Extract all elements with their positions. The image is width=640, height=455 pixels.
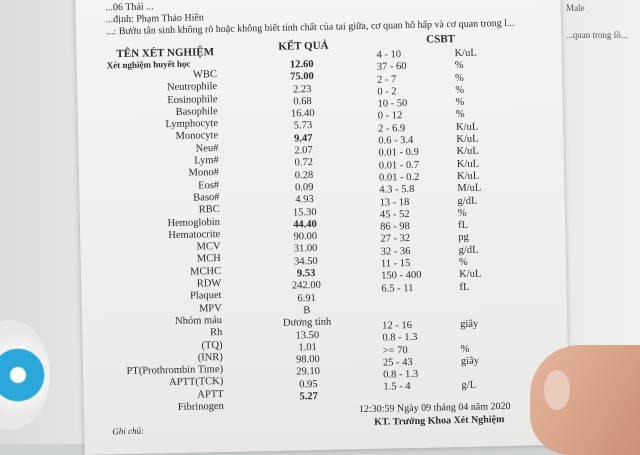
header-line0: ...06 Thái ... (105, 1, 154, 14)
ranges-coagulation: 12 - 16 giây 0.8 - 1.3 >= 70% 25 - 43 giây 0.8… (382, 319, 480, 395)
range-row: 12 - 16 giây (382, 319, 478, 333)
range-unit: fL (459, 281, 470, 293)
lab-report: ...06 Thái ... ...định: Phạm Thảo Hiền .… (75, 0, 570, 455)
doctor-line: ...định: Phạm Thảo Hiền (105, 12, 204, 26)
col-header-range: CSBT (426, 33, 456, 46)
range-unit: K/uL (455, 121, 479, 133)
range-unit: K/uL (456, 145, 479, 158)
range-unit: K/uL (459, 268, 482, 281)
range-unit: % (457, 207, 467, 219)
range-unit: fL (458, 219, 469, 232)
range-unit: % (455, 97, 465, 109)
range-unit: % (460, 343, 470, 355)
note-label: Ghi chú: (112, 425, 145, 437)
range-value: 1.5 - 4 (383, 381, 411, 394)
range-unit: % (454, 60, 464, 72)
range-unit: g/L (461, 380, 477, 392)
side-text-right: ...quan trong lồ... (566, 30, 628, 40)
range-unit (455, 368, 461, 380)
test-names: WBC Neutrophile Eosinophile Basophile Lympho… (57, 69, 224, 417)
range-unit: g/dL (457, 195, 478, 207)
section-title: Xét nghiệm huyết học (106, 58, 191, 71)
signer-title: KT. Trưởng Khoa Xét Nghiệm (374, 414, 505, 428)
report-datetime: 12:30:59 Ngày 09 tháng 04 năm 2020 (358, 400, 511, 416)
range-unit: % (454, 72, 464, 84)
range-unit: K/uL (456, 133, 479, 146)
range-unit: giây (460, 355, 480, 367)
range-row: 6.5 - 11 fL (381, 281, 483, 295)
range-value: 6.5 - 11 (381, 282, 414, 295)
col-header-name: TÊN XÉT NGHIỆM (116, 46, 215, 61)
side-text-male: Male (566, 3, 585, 13)
range-row: 25 - 43 giây (383, 356, 479, 370)
range-unit: K/uL (456, 158, 480, 170)
range-unit: pg (458, 232, 469, 244)
col-header-result: KẾT QUẢ (278, 39, 329, 53)
ranges-hematology: 4 - 10 K/uL 37 - 60% 2 - 7% 0 - 2% 10 - 50% 0 … (376, 48, 483, 296)
test-result: 5.27 (299, 391, 318, 403)
test-name: Fibrinogen (177, 400, 224, 413)
range-unit: K/uL (454, 47, 477, 60)
range-unit: % (455, 109, 465, 121)
range-unit: M/uL (457, 182, 482, 195)
range-unit: g/dL (458, 244, 479, 256)
range-row: 1.5 - 4 g/L (383, 380, 479, 394)
range-unit: % (455, 84, 465, 96)
range-unit (454, 331, 460, 343)
test-results: 12.60 75.00 2.23 0.68 16.40 5.73 9.47 2.07 0.72 0… (262, 58, 349, 404)
range-unit: giây (460, 318, 479, 331)
range-unit: % (458, 256, 468, 269)
range-unit: K/uL (456, 170, 480, 183)
thumbnail (544, 370, 570, 410)
